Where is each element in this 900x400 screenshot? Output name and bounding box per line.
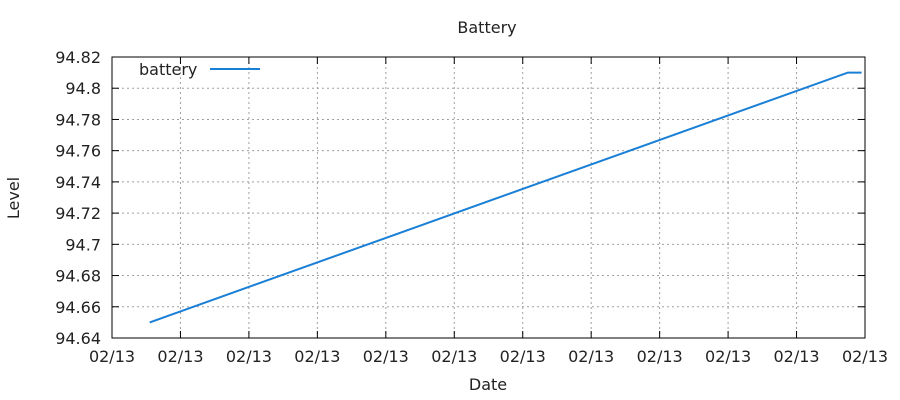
y-tick-label: 94.82 (55, 48, 101, 67)
x-axis-label: Date (469, 375, 507, 394)
plot-frame (111, 56, 866, 339)
y-axis-label: Level (4, 177, 23, 219)
y-tick-label: 94.68 (55, 267, 101, 286)
y-tick-label: 94.7 (65, 235, 101, 254)
y-tick-label: 94.78 (55, 110, 101, 129)
x-tick-label: 02/13 (431, 347, 477, 366)
x-tick-label: 02/13 (500, 347, 546, 366)
y-tick-label: 94.8 (65, 79, 101, 98)
chart-title: Battery (457, 18, 516, 37)
y-tick-label: 94.72 (55, 204, 101, 223)
series-line-battery (149, 71, 862, 324)
x-tick-label: 02/13 (363, 347, 409, 366)
y-tick-label: 94.74 (55, 173, 101, 192)
x-tick-label: 02/13 (773, 347, 819, 366)
y-tick-label: 94.66 (55, 298, 101, 317)
legend-label-battery: battery (139, 60, 197, 79)
y-tick-label: 94.76 (55, 142, 101, 161)
x-tick-label: 02/13 (568, 347, 614, 366)
x-tick-label: 02/13 (89, 347, 135, 366)
x-tick-label: 02/13 (226, 347, 272, 366)
legend: battery (139, 60, 260, 79)
x-tick-label: 02/13 (637, 347, 683, 366)
x-tick-label: 02/13 (842, 347, 888, 366)
series-layer (149, 71, 862, 324)
grid-layer (112, 57, 865, 338)
x-tick-label: 02/13 (705, 347, 751, 366)
tick-layer: 94.64 94.66 94.68 94.7 94.72 94.74 94.76 94.78 9… (55, 48, 888, 366)
y-tick-label: 94.64 (55, 329, 101, 348)
x-tick-label: 02/13 (157, 347, 203, 366)
x-tick-label: 02/13 (294, 347, 340, 366)
